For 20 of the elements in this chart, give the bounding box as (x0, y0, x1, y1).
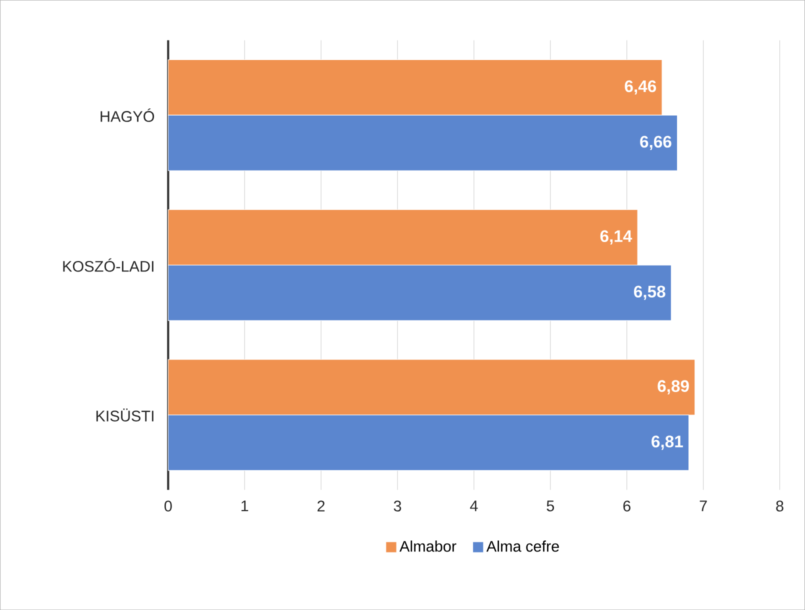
legend-label: Alma cefre (486, 540, 559, 552)
legend-label: Almabor (400, 540, 456, 552)
x-tick-label: 5 (546, 500, 554, 512)
y-tick-label: KISÜSTI (96, 408, 154, 422)
x-tick-label: 7 (700, 500, 707, 512)
x-tick-label: 0 (164, 500, 172, 512)
x-tick-label: 8 (776, 500, 784, 512)
data-label: 6,58 (634, 286, 666, 300)
x-tick-label: 4 (470, 500, 478, 512)
data-label: 6,89 (658, 380, 689, 394)
x-tick-label: 1 (242, 500, 248, 512)
x-tick-label: 2 (318, 500, 325, 512)
data-label: 6,66 (640, 136, 672, 150)
y-tick-label: HAGYÓ (100, 108, 154, 122)
x-tick-label: 3 (394, 500, 402, 512)
data-label: 6,81 (652, 436, 683, 450)
data-label: 6,14 (600, 230, 632, 244)
x-tick-label: 6 (623, 500, 630, 512)
data-label: 6,46 (624, 80, 656, 94)
y-tick-label: KOSZÓ-LADI (63, 258, 154, 272)
